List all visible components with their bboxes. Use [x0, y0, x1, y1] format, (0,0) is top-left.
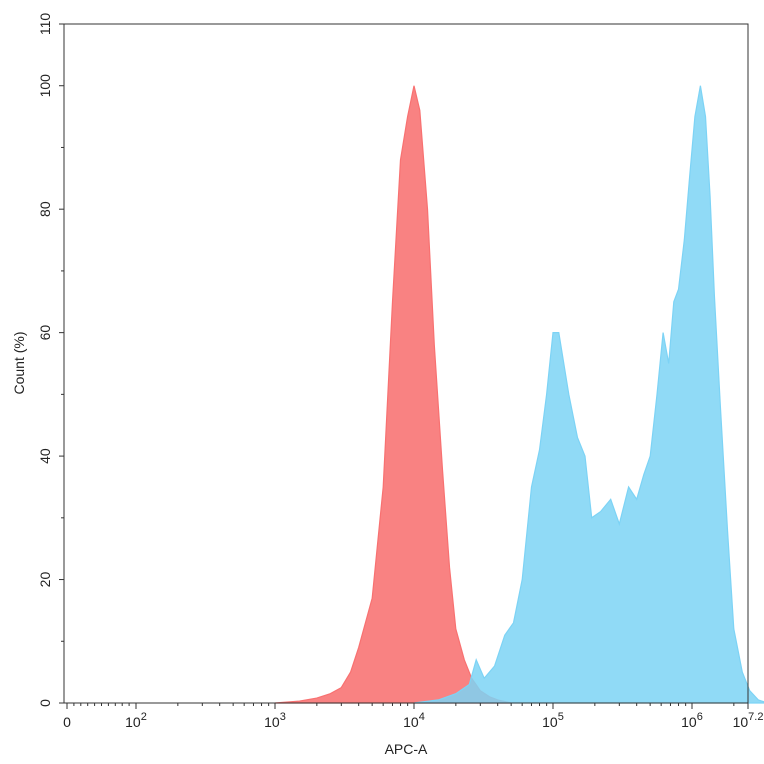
y-axis: 0 20 40 60 80 100 110 [37, 13, 64, 707]
y-tick-label: 40 [37, 448, 53, 464]
x-tick-label: 105 [542, 711, 564, 730]
y-tick-label: 80 [37, 201, 53, 217]
histogram-areas [274, 85, 764, 704]
x-tick-label: 107.2 [733, 711, 764, 730]
y-tick-label: 100 [37, 74, 53, 98]
y-tick-label: 0 [37, 699, 53, 707]
x-axis: 0 102 103 104 105 106 107.2 [63, 703, 763, 730]
histogram-series-1 [274, 85, 512, 704]
histogram-series-2 [413, 85, 764, 704]
x-tick-label: 0 [63, 714, 71, 730]
plot-frame [63, 23, 749, 704]
x-tick-exponent: 4 [419, 711, 425, 723]
x-tick-exponent: 2 [141, 711, 147, 723]
x-tick-label: 106 [681, 711, 703, 730]
x-tick-label: 102 [125, 711, 147, 730]
x-tick-label: 103 [264, 711, 286, 730]
x-tick-label: 104 [403, 711, 425, 730]
x-axis-title: APC-A [385, 741, 428, 757]
x-tick-exponent: 6 [697, 711, 703, 723]
y-tick-label: 60 [37, 325, 53, 341]
x-tick-exponent: 3 [280, 711, 286, 723]
x-tick-exponent: 5 [558, 711, 564, 723]
x-tick-exponent: 7.2 [748, 711, 763, 723]
y-tick-label: 110 [37, 13, 53, 36]
y-tick-label: 20 [37, 572, 53, 588]
y-axis-title: Count (%) [11, 331, 27, 394]
